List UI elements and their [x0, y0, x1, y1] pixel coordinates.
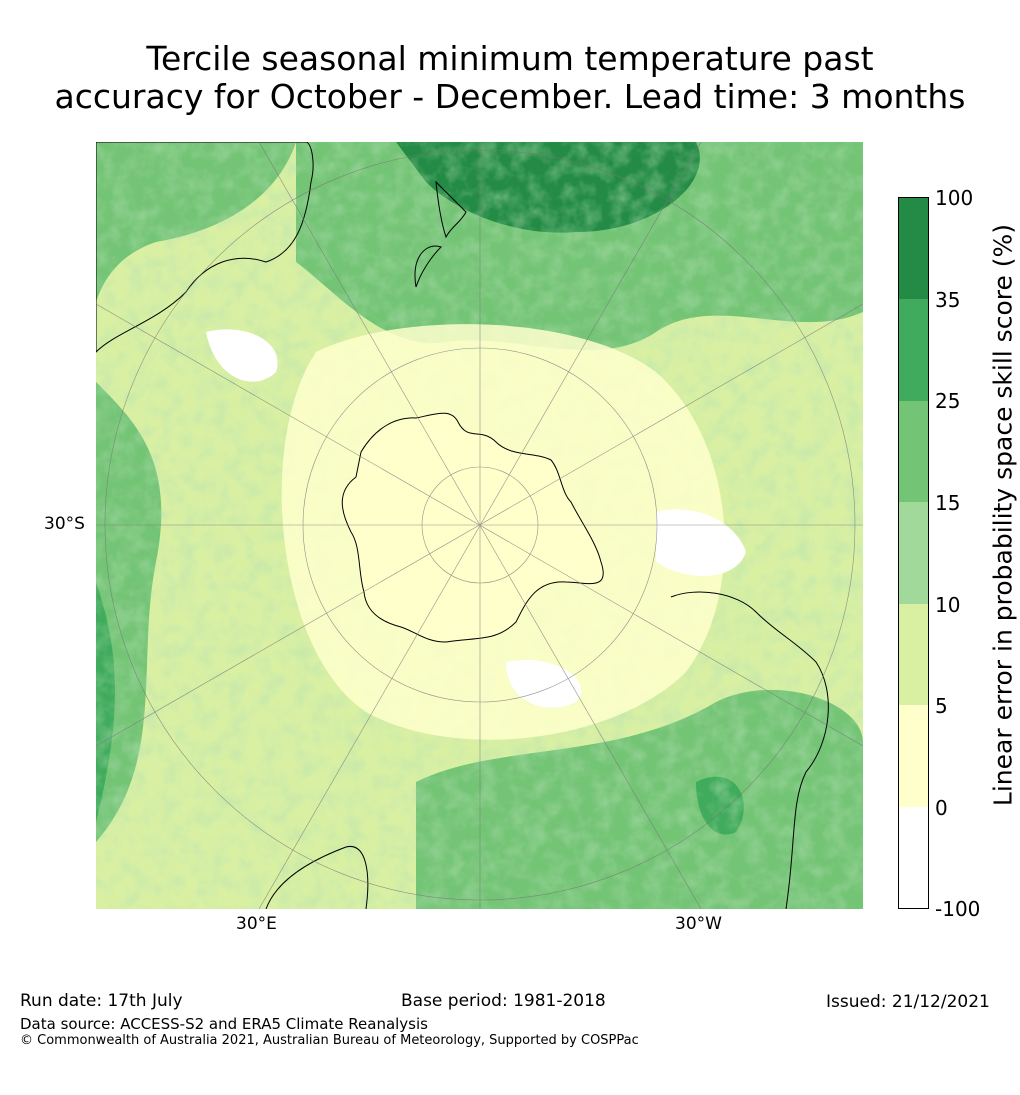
colorbar-tick-15: 15	[935, 491, 961, 515]
antarctica-coastline	[341, 412, 604, 643]
colorbar-bin	[899, 198, 928, 300]
africa-coastline	[265, 846, 369, 909]
colorbar-bin	[899, 603, 928, 706]
colorbar-tick-5: 5	[935, 694, 948, 718]
colorbar-bin	[899, 299, 928, 401]
south-america-coastline	[670, 591, 829, 909]
issued-date: Issued: 21/12/2021	[826, 992, 990, 1012]
base-period: Base period: 1981-2018	[401, 991, 606, 1011]
copyright: © Commonwealth of Australia 2021, Austra…	[20, 1033, 639, 1048]
new-zealand-south-island	[414, 245, 442, 288]
colorbar-tick-minus-100: -100	[935, 897, 981, 921]
colorbar-tick-0: 0	[935, 796, 948, 820]
chart-title: Tercile seasonal minimum temperature pas…	[0, 40, 1020, 116]
run-date: Run date: 17th July	[20, 991, 183, 1011]
colorbar-bin	[899, 806, 928, 908]
lon-label-30e: 30°E	[236, 914, 277, 934]
skill-score-map	[96, 142, 863, 909]
colorbar-bin	[899, 705, 928, 807]
australia-coastline	[96, 142, 314, 353]
colorbar-label: Linear error in probability space skill …	[988, 223, 1018, 807]
title-line-1: Tercile seasonal minimum temperature pas…	[146, 39, 874, 78]
lat-label-30s: 30°S	[44, 514, 85, 534]
title-line-2: accuracy for October - December. Lead ti…	[54, 77, 966, 116]
colorbar-tick-100: 100	[935, 186, 974, 210]
colorbar-bin	[899, 502, 928, 604]
lon-label-30w: 30°W	[675, 914, 722, 934]
graticule	[96, 142, 863, 909]
colorbar-tick-35: 35	[935, 288, 961, 312]
region-no-skill-patch-3	[206, 329, 278, 382]
colorbar-tick-25: 25	[935, 389, 961, 413]
new-zealand-north-island	[435, 180, 467, 239]
region-no-skill-patch-1	[656, 509, 746, 576]
data-source: Data source: ACCESS-S2 and ERA5 Climate …	[20, 1015, 428, 1033]
colorbar	[898, 197, 929, 909]
region-no-skill-patch-2	[506, 660, 582, 708]
colorbar-tick-10: 10	[935, 593, 961, 617]
colorbar-bin	[899, 400, 928, 503]
